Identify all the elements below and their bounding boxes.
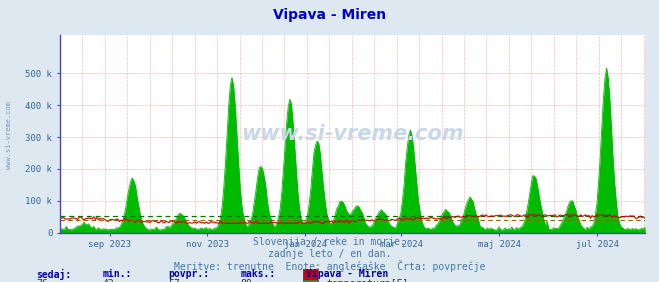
Text: maks.:: maks.: — [241, 269, 275, 279]
Text: Vipava - Miren: Vipava - Miren — [306, 269, 389, 279]
Text: Slovenija / reke in morje.: Slovenija / reke in morje. — [253, 237, 406, 247]
Text: www.si-vreme.com: www.si-vreme.com — [241, 124, 464, 144]
Text: www.si-vreme.com: www.si-vreme.com — [5, 101, 12, 169]
Text: temperatura[F]: temperatura[F] — [326, 279, 409, 282]
Text: 76: 76 — [36, 279, 48, 282]
Text: Vipava - Miren: Vipava - Miren — [273, 8, 386, 22]
Text: min.:: min.: — [102, 269, 132, 279]
Text: 80: 80 — [241, 279, 252, 282]
Text: zadnje leto / en dan.: zadnje leto / en dan. — [268, 249, 391, 259]
Text: 57: 57 — [168, 279, 180, 282]
Text: 42: 42 — [102, 279, 114, 282]
Text: Meritve: trenutne  Enote: anglešaške  Črta: povprečje: Meritve: trenutne Enote: anglešaške Črta… — [174, 260, 485, 272]
Text: sedaj:: sedaj: — [36, 269, 71, 280]
Text: povpr.:: povpr.: — [168, 269, 209, 279]
